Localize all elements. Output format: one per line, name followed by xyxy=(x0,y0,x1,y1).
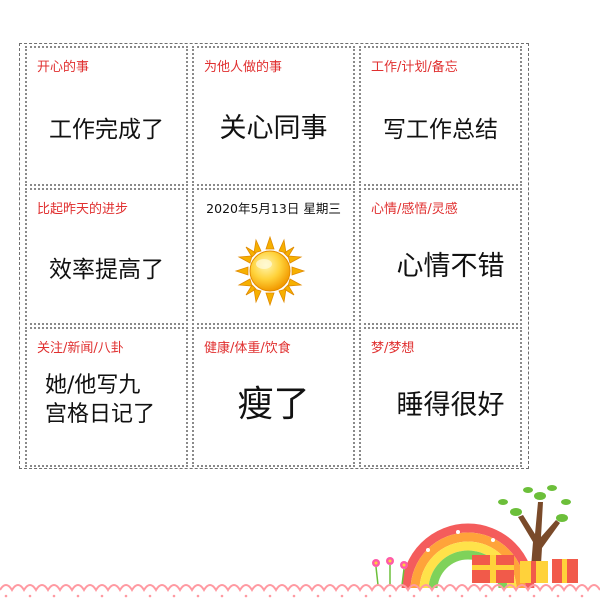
cell-label: 比起昨天的进步 xyxy=(37,202,129,217)
cell-label: 为他人做的事 xyxy=(204,60,283,75)
cell-work-plan[interactable]: 工作/计划/备忘 写工作总结 xyxy=(359,46,522,186)
tree-icon xyxy=(498,485,571,580)
cell-date-weather[interactable]: 2020年5月13日 星期三 xyxy=(192,188,355,325)
cell-for-others[interactable]: 为他人做的事 关心同事 xyxy=(192,46,355,186)
cell-news[interactable]: 关注/新闻/八卦 她/他写九 宫格日记了 xyxy=(25,327,188,467)
cell-content: 睡得很好 xyxy=(396,390,505,421)
cell-label: 工作/计划/备忘 xyxy=(371,60,458,75)
nine-grid-diary: 开心的事 工作完成了 为他人做的事 关心同事 工作/计划/备忘 写工作总结 比起… xyxy=(19,43,529,469)
cell-content: 关心同事 xyxy=(219,113,328,144)
cell-content: 写工作总结 xyxy=(383,117,498,143)
cell-content: 效率提高了 xyxy=(49,257,164,283)
cell-content: 工作完成了 xyxy=(49,117,164,143)
cell-happy-things[interactable]: 开心的事 工作完成了 xyxy=(25,46,188,186)
cell-content: 瘦了 xyxy=(237,384,310,425)
cell-content: 心情不错 xyxy=(396,251,505,282)
sun-icon xyxy=(234,235,306,307)
cell-label: 心情/感悟/灵感 xyxy=(371,202,458,217)
cell-label: 关注/新闻/八卦 xyxy=(37,341,124,356)
cell-label: 健康/体重/饮食 xyxy=(204,341,291,356)
cell-dream[interactable]: 梦/梦想 睡得很好 xyxy=(359,327,522,467)
gift-box-icon xyxy=(472,555,578,583)
flower-icon xyxy=(372,557,408,585)
cell-content: 她/他写九 宫格日记了 xyxy=(45,373,156,427)
lace-border xyxy=(0,584,600,600)
cell-mood[interactable]: 心情/感悟/灵感 心情不错 xyxy=(359,188,522,325)
cell-label: 开心的事 xyxy=(37,60,90,75)
cell-label: 梦/梦想 xyxy=(371,341,415,356)
cell-health[interactable]: 健康/体重/饮食 瘦了 xyxy=(192,327,355,467)
cell-progress[interactable]: 比起昨天的进步 效率提高了 xyxy=(25,188,188,325)
date-label: 2020年5月13日 星期三 xyxy=(206,201,341,216)
